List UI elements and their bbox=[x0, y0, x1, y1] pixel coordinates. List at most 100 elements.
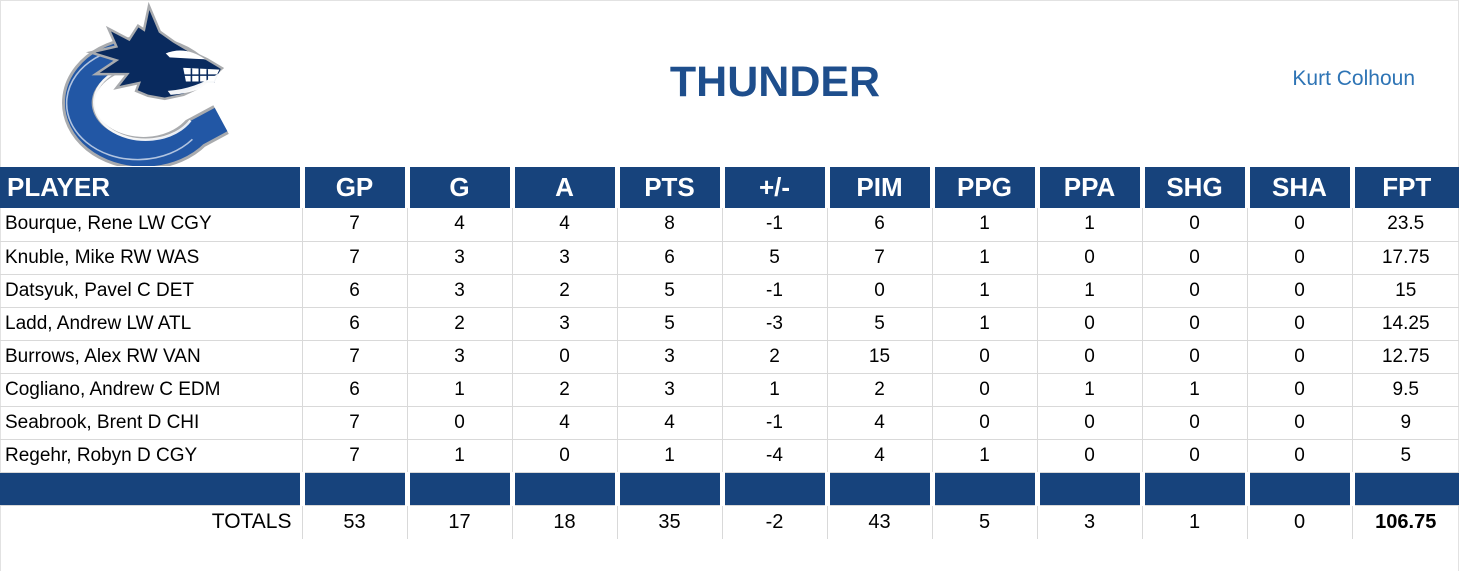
stat-cell[interactable]: 0 bbox=[1246, 439, 1352, 473]
stat-cell[interactable]: 1 bbox=[1141, 373, 1247, 407]
stat-cell[interactable]: 0 bbox=[826, 274, 932, 308]
stat-cell[interactable]: 5 bbox=[826, 307, 932, 341]
stat-cell[interactable]: 4 bbox=[511, 208, 617, 242]
player-name-cell[interactable]: Ladd, Andrew LW ATL bbox=[0, 307, 302, 341]
stat-cell[interactable]: 4 bbox=[406, 208, 512, 242]
stat-cell[interactable]: 3 bbox=[406, 340, 512, 374]
stat-cell[interactable]: 0 bbox=[1036, 307, 1142, 341]
stat-cell[interactable]: 2 bbox=[511, 274, 617, 308]
stat-cell[interactable]: 1 bbox=[406, 439, 512, 473]
stat-cell[interactable]: 1 bbox=[931, 241, 1037, 275]
totals-stat-cell[interactable]: -2 bbox=[721, 505, 827, 539]
stat-cell[interactable]: 0 bbox=[511, 439, 617, 473]
stat-cell[interactable]: 0 bbox=[1141, 241, 1247, 275]
stat-cell[interactable]: 4 bbox=[826, 439, 932, 473]
stat-cell[interactable]: 0 bbox=[511, 340, 617, 374]
stat-cell[interactable]: 5 bbox=[616, 307, 722, 341]
stat-cell[interactable]: 9 bbox=[1351, 406, 1459, 440]
column-header-player[interactable]: PLAYER bbox=[0, 167, 302, 208]
stat-cell[interactable]: 15 bbox=[1351, 274, 1459, 308]
stat-cell[interactable]: 0 bbox=[1246, 373, 1352, 407]
totals-label-cell[interactable]: TOTALS bbox=[211, 510, 292, 534]
player-name-cell[interactable]: Burrows, Alex RW VAN bbox=[0, 340, 302, 374]
totals-fpt-cell[interactable]: 106.75 bbox=[1351, 505, 1459, 539]
stat-cell[interactable]: 0 bbox=[1246, 340, 1352, 374]
stat-cell[interactable]: 7 bbox=[301, 340, 407, 374]
player-name-cell[interactable]: Knuble, Mike RW WAS bbox=[0, 241, 302, 275]
column-header-plus-minus[interactable]: +/- bbox=[719, 167, 827, 208]
stat-cell[interactable]: 1 bbox=[931, 439, 1037, 473]
player-name-cell[interactable]: Seabrook, Brent D CHI bbox=[0, 406, 302, 440]
player-name-cell[interactable]: Datsyuk, Pavel C DET bbox=[0, 274, 302, 308]
stat-cell[interactable]: 0 bbox=[1246, 406, 1352, 440]
stat-cell[interactable]: 23.5 bbox=[1351, 208, 1459, 242]
stat-cell[interactable]: 9.5 bbox=[1351, 373, 1459, 407]
stat-cell[interactable]: 3 bbox=[511, 307, 617, 341]
stat-cell[interactable]: 0 bbox=[1036, 241, 1142, 275]
column-header-pts[interactable]: PTS bbox=[614, 167, 722, 208]
stat-cell[interactable]: 2 bbox=[511, 373, 617, 407]
player-name-cell[interactable]: Cogliano, Andrew C EDM bbox=[0, 373, 302, 407]
column-header-pim[interactable]: PIM bbox=[824, 167, 932, 208]
stat-cell[interactable]: -1 bbox=[721, 274, 827, 308]
player-name-cell[interactable]: Bourque, Rene LW CGY bbox=[0, 208, 302, 242]
column-header-g[interactable]: G bbox=[404, 167, 512, 208]
stat-cell[interactable]: 0 bbox=[1036, 406, 1142, 440]
stat-cell[interactable]: 7 bbox=[301, 406, 407, 440]
stat-cell[interactable]: 0 bbox=[931, 406, 1037, 440]
stat-cell[interactable]: 4 bbox=[826, 406, 932, 440]
stat-cell[interactable]: 12.75 bbox=[1351, 340, 1459, 374]
stat-cell[interactable]: -4 bbox=[721, 439, 827, 473]
stat-cell[interactable]: 3 bbox=[406, 274, 512, 308]
stat-cell[interactable]: 4 bbox=[616, 406, 722, 440]
totals-stat-cell[interactable]: 18 bbox=[511, 505, 617, 539]
stat-cell[interactable]: 0 bbox=[1141, 340, 1247, 374]
column-header-fpt[interactable]: FPT bbox=[1349, 167, 1459, 208]
stat-cell[interactable]: 4 bbox=[511, 406, 617, 440]
column-header-a[interactable]: A bbox=[509, 167, 617, 208]
stat-cell[interactable]: 1 bbox=[1036, 274, 1142, 308]
stat-cell[interactable]: 5 bbox=[616, 274, 722, 308]
column-header-shg[interactable]: SHG bbox=[1139, 167, 1247, 208]
stat-cell[interactable]: 2 bbox=[406, 307, 512, 341]
stat-cell[interactable]: 6 bbox=[301, 373, 407, 407]
stat-cell[interactable]: 6 bbox=[826, 208, 932, 242]
stat-cell[interactable]: 1 bbox=[1036, 208, 1142, 242]
stat-cell[interactable]: 7 bbox=[301, 439, 407, 473]
stat-cell[interactable]: 0 bbox=[1036, 340, 1142, 374]
stat-cell[interactable]: 6 bbox=[301, 274, 407, 308]
stat-cell[interactable]: 0 bbox=[1141, 406, 1247, 440]
column-header-sha[interactable]: SHA bbox=[1244, 167, 1352, 208]
stat-cell[interactable]: 2 bbox=[826, 373, 932, 407]
column-header-ppg[interactable]: PPG bbox=[929, 167, 1037, 208]
stat-cell[interactable]: 6 bbox=[301, 307, 407, 341]
stat-cell[interactable]: 1 bbox=[616, 439, 722, 473]
stat-cell[interactable]: 8 bbox=[616, 208, 722, 242]
stat-cell[interactable]: 0 bbox=[1246, 208, 1352, 242]
stat-cell[interactable]: 3 bbox=[406, 241, 512, 275]
stat-cell[interactable]: -1 bbox=[721, 208, 827, 242]
stat-cell[interactable]: 1 bbox=[1036, 373, 1142, 407]
stat-cell[interactable]: 7 bbox=[301, 208, 407, 242]
stat-cell[interactable]: 1 bbox=[931, 208, 1037, 242]
totals-stat-cell[interactable]: 1 bbox=[1141, 505, 1247, 539]
stat-cell[interactable]: 14.25 bbox=[1351, 307, 1459, 341]
stat-cell[interactable]: 1 bbox=[931, 307, 1037, 341]
stat-cell[interactable]: 7 bbox=[826, 241, 932, 275]
stat-cell[interactable]: 7 bbox=[301, 241, 407, 275]
stat-cell[interactable]: -1 bbox=[721, 406, 827, 440]
totals-stat-cell[interactable]: 3 bbox=[1036, 505, 1142, 539]
stat-cell[interactable]: 5 bbox=[1351, 439, 1459, 473]
stat-cell[interactable]: 6 bbox=[616, 241, 722, 275]
stat-cell[interactable]: -3 bbox=[721, 307, 827, 341]
totals-stat-cell[interactable]: 5 bbox=[931, 505, 1037, 539]
stat-cell[interactable]: 15 bbox=[826, 340, 932, 374]
stat-cell[interactable]: 3 bbox=[616, 373, 722, 407]
totals-stat-cell[interactable]: 53 bbox=[301, 505, 407, 539]
stat-cell[interactable]: 2 bbox=[721, 340, 827, 374]
stat-cell[interactable]: 0 bbox=[1246, 307, 1352, 341]
stat-cell[interactable]: 0 bbox=[1036, 439, 1142, 473]
stat-cell[interactable]: 3 bbox=[511, 241, 617, 275]
stat-cell[interactable]: 0 bbox=[1141, 274, 1247, 308]
totals-stat-cell[interactable]: 0 bbox=[1246, 505, 1352, 539]
